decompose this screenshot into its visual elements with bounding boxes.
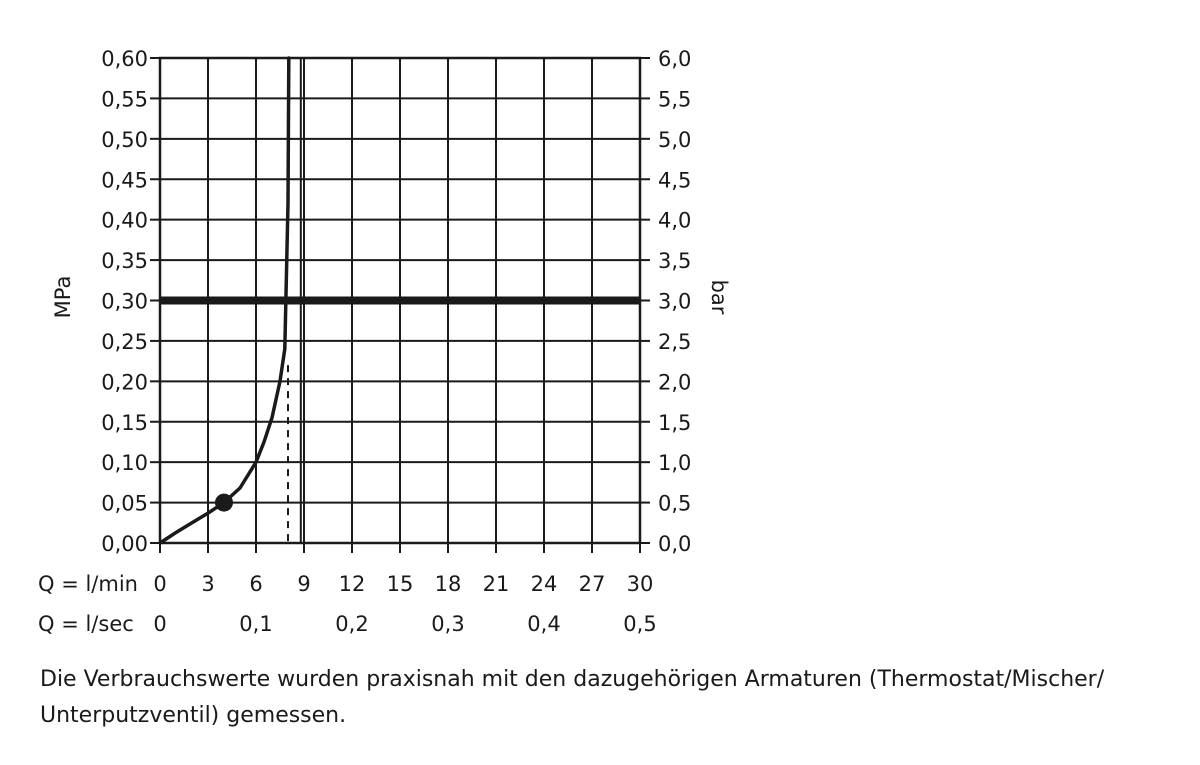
y-tick-label-left: 0,00	[101, 532, 148, 556]
y-tick-label-right: 2,0	[658, 370, 691, 394]
x-tick-label-primary: 3	[201, 572, 214, 596]
flow-curve	[158, 56, 291, 545]
operating-point-marker	[215, 493, 233, 512]
x-tick-label-primary: 27	[579, 572, 606, 596]
y-tick-label-right: 2,5	[658, 330, 691, 354]
y-tick-label-right: 4,0	[658, 209, 691, 233]
x-tick-label-primary: 9	[297, 572, 310, 596]
x-axis-primary-label: Q = l/min	[38, 572, 138, 596]
y-tick-label-right: 0,5	[658, 492, 691, 516]
y-tick-label-left: 0,30	[101, 290, 148, 314]
y-axis-left-label: MPa	[51, 276, 75, 319]
y-tick-label-right: 3,0	[658, 290, 691, 314]
y-tick-label-left: 0,60	[101, 47, 148, 71]
y-tick-label-left: 0,10	[101, 451, 148, 475]
caption: Die Verbrauchswerte wurden praxisnah mit…	[40, 667, 1105, 728]
lines	[158, 56, 640, 545]
x-tick-label-primary: 30	[627, 572, 654, 596]
y-axis-right-label: bar	[707, 280, 731, 315]
x-tick-label-secondary: 0,3	[431, 612, 464, 636]
y-tick-label-right: 5,0	[658, 128, 691, 152]
y-tick-label-right: 1,5	[658, 411, 691, 435]
x-axis-secondary-label: Q = l/sec	[38, 612, 134, 636]
y-tick-label-right: 6,0	[658, 47, 691, 71]
y-tick-label-left: 0,25	[101, 330, 148, 354]
pressure-flow-chart: 0,00 0,00,05 0,50,10 1,00,15 1,50,20 2,00,25 2…	[38, 47, 731, 636]
y-tick-label-left: 0,15	[101, 411, 148, 435]
x-tick-label-primary: 12	[339, 572, 366, 596]
x-tick-label-secondary: 0	[153, 612, 166, 636]
y-tick-label-left: 0,55	[101, 87, 148, 111]
x-tick-label-primary: 6	[249, 572, 262, 596]
y-tick-label-right: 1,0	[658, 451, 691, 475]
y-tick-label-left: 0,05	[101, 492, 148, 516]
x-tick-label-secondary: 0,5	[623, 612, 656, 636]
y-tick-label-right: 5,5	[658, 87, 691, 111]
y-tick-label-right: 0,0	[658, 532, 691, 556]
y-tick-label-left: 0,45	[101, 168, 148, 192]
y-tick-label-right: 4,5	[658, 168, 691, 192]
x-tick-label-secondary: 0,4	[527, 612, 560, 636]
tick-labels: 0,00 0,00,05 0,50,10 1,00,15 1,50,20 2,00,25 2…	[101, 47, 691, 636]
x-tick-label-secondary: 0,1	[239, 612, 272, 636]
y-tick-label-left: 0,50	[101, 128, 148, 152]
y-tick-label-left: 0,20	[101, 370, 148, 394]
y-tick-label-left: 0,40	[101, 209, 148, 233]
x-tick-label-secondary: 0,2	[335, 612, 368, 636]
x-tick-label-primary: 15	[387, 572, 414, 596]
x-tick-label-primary: 24	[531, 572, 558, 596]
x-tick-label-primary: 18	[435, 572, 462, 596]
x-tick-label-primary: 0	[153, 572, 166, 596]
y-tick-label-left: 0,35	[101, 249, 148, 273]
x-tick-label-primary: 21	[483, 572, 510, 596]
y-tick-label-right: 3,5	[658, 249, 691, 273]
